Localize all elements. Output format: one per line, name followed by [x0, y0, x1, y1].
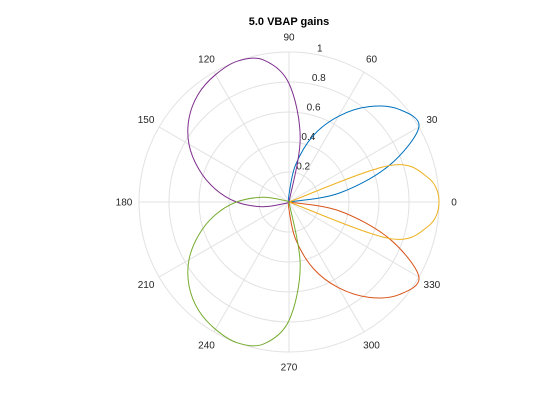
tick-labels: 0 30 60 90 120 150 180 210 240 270 300 330 0.2 0.4 0.6… [116, 33, 458, 374]
theta-tick-label: 60 [366, 55, 378, 66]
grid-spoke-60 [288, 71, 365, 203]
grid-spoke-150 [158, 126, 290, 203]
theta-tick-label: 300 [363, 340, 380, 351]
r-tick-label: 0.8 [312, 73, 326, 84]
theta-tick-label: 150 [138, 115, 155, 126]
grid-spoke-120 [213, 71, 290, 203]
series-curve-5 [187, 196, 301, 347]
series-curves [187, 57, 440, 347]
grid-spoke-300 [288, 201, 365, 333]
theta-tick-label: 30 [426, 115, 438, 126]
polar-grid [138, 51, 440, 353]
r-tick-label: 0.6 [307, 102, 321, 113]
theta-tick-label: 120 [198, 55, 215, 66]
series-curve-3 [288, 164, 440, 240]
r-tick-label: 1 [317, 43, 323, 54]
series-curve-1 [288, 105, 420, 203]
theta-tick-label: 0 [451, 198, 457, 209]
grid-spoke-240 [213, 201, 290, 333]
r-tick-label: 0.4 [301, 132, 315, 143]
grid-spoke-330 [288, 201, 420, 278]
theta-tick-label: 90 [283, 33, 295, 44]
theta-tick-label: 180 [116, 198, 133, 209]
theta-tick-label: 210 [138, 280, 155, 291]
theta-tick-label: 240 [198, 340, 215, 351]
chart-title: 5.0 VBAP gains [249, 16, 330, 28]
series-curve-2 [288, 201, 420, 299]
grid-spoke-210 [158, 201, 290, 278]
grid-spoke-30 [288, 126, 420, 203]
series-curve-4 [187, 57, 301, 208]
theta-tick-label: 270 [281, 363, 298, 374]
r-tick-label: 0.2 [296, 161, 310, 172]
theta-tick-label: 330 [424, 280, 441, 291]
